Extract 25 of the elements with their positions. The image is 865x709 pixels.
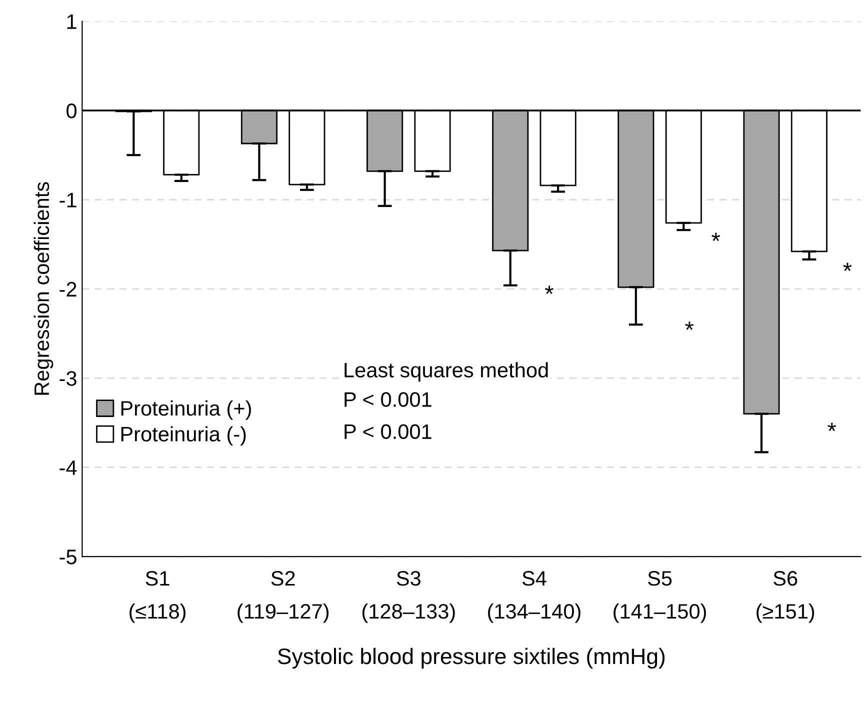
legend-label: Proteinuria (+) bbox=[121, 400, 251, 420]
annotation: * bbox=[545, 286, 554, 294]
annotation: * bbox=[828, 422, 836, 432]
x-tick-label: S6 (≥151) bbox=[756, 571, 814, 623]
y-axis-title: Regression coefficients bbox=[34, 182, 54, 395]
annotation: * bbox=[685, 322, 694, 330]
annotation: * bbox=[843, 262, 852, 272]
x-tick-label: S5 (141–150) bbox=[614, 571, 706, 623]
y-tick-label: 0 bbox=[66, 103, 76, 118]
x-tick-label: S3 (128–133) bbox=[362, 571, 455, 623]
y-tick-label: 1 bbox=[67, 14, 76, 29]
y-tick-label: -5 bbox=[60, 550, 76, 564]
annotation: * bbox=[712, 232, 720, 242]
legend-label: Proteinuria (-) bbox=[121, 426, 246, 446]
y-tick-label: -2 bbox=[60, 282, 76, 296]
annotation: Least squares method bbox=[344, 362, 548, 382]
x-tick-label: S1 (≤118) bbox=[130, 571, 186, 623]
annotation: P < 0.001 bbox=[344, 392, 432, 407]
y-tick-label: -4 bbox=[60, 460, 77, 475]
y-tick-label: -1 bbox=[60, 192, 76, 208]
annotation: P < 0.001 bbox=[344, 424, 432, 440]
x-axis-title: Systolic blood pressure sixtiles (mmHg) bbox=[278, 648, 665, 669]
x-tick-label: S4 (134–140) bbox=[488, 571, 580, 623]
y-tick-label: -3 bbox=[60, 371, 76, 386]
x-tick-label: S2 (119–127) bbox=[238, 571, 329, 623]
